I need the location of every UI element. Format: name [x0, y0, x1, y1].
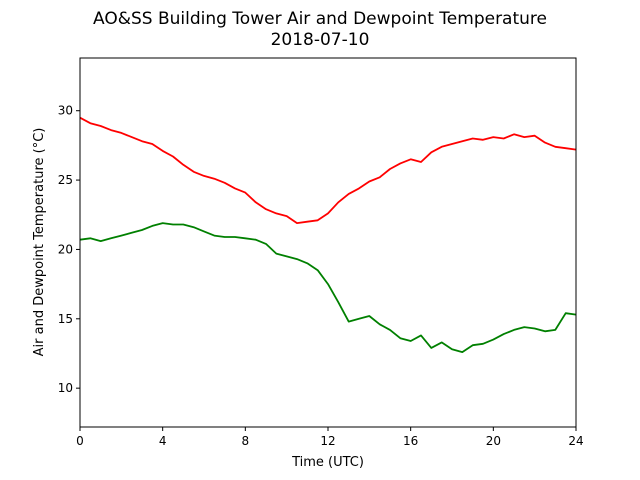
x-axis: 0 4 8 12 16 20 24: [76, 427, 584, 448]
x-tick-label: 24: [568, 434, 583, 448]
x-tick-label: 4: [159, 434, 167, 448]
y-axis-label: Air and Dewpoint Temperature (°C): [32, 128, 47, 357]
chart-subtitle: 2018-07-10: [271, 30, 370, 50]
y-tick-label: 20: [58, 242, 73, 256]
x-tick-label: 12: [320, 434, 335, 448]
series-line-1: [79, 222, 577, 354]
series-layer: [79, 116, 577, 354]
y-tick-label: 15: [58, 312, 73, 326]
y-axis: 10 15 20 25 30: [58, 104, 80, 395]
y-tick-label: 10: [58, 381, 73, 395]
x-tick-label: 16: [403, 434, 418, 448]
x-tick-label: 20: [486, 434, 501, 448]
x-axis-label: Time (UTC): [291, 455, 364, 470]
y-tick-label: 30: [58, 104, 73, 118]
chart-title: AO&SS Building Tower Air and Dewpoint Te…: [93, 9, 547, 29]
y-tick-label: 25: [58, 173, 73, 187]
series-line-0: [79, 116, 577, 225]
x-tick-label: 8: [242, 434, 250, 448]
x-tick-label: 0: [76, 434, 84, 448]
plot-frame: [79, 57, 577, 428]
